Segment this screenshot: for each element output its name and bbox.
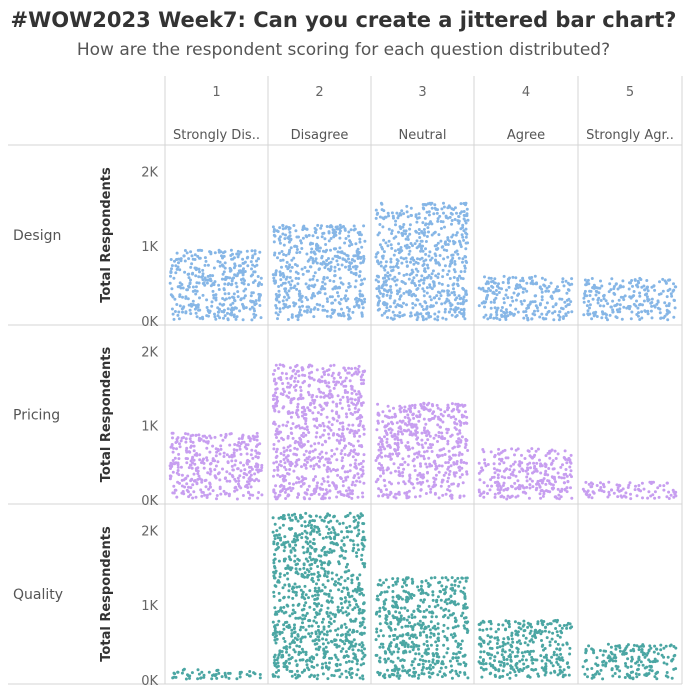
jitter-bar xyxy=(581,642,678,681)
jitter-bar xyxy=(582,276,678,322)
jitter-bar xyxy=(374,201,470,322)
y-axis-title: Total Respondents xyxy=(99,347,114,483)
y-tick-label: 2K xyxy=(141,524,158,539)
jitter-bar xyxy=(477,618,574,680)
y-tick-label: 2K xyxy=(141,345,158,360)
column-score-label: 2 xyxy=(315,85,323,100)
y-tick-label: 1K xyxy=(141,599,158,614)
jitter-bar xyxy=(477,447,574,501)
column-label: Strongly Dis.. xyxy=(173,128,260,143)
column-label: Neutral xyxy=(399,128,447,143)
y-tick-label: 0K xyxy=(141,494,158,509)
jitter-bar xyxy=(581,480,678,501)
column-label: Strongly Agr.. xyxy=(586,128,674,143)
y-axis-title: Total Respondents xyxy=(99,167,114,303)
jitter-bar xyxy=(271,511,367,681)
y-tick-label: 0K xyxy=(141,674,158,686)
column-label: Disagree xyxy=(291,128,349,143)
jitter-bar xyxy=(271,223,367,322)
column-score-label: 5 xyxy=(626,85,634,100)
jitter-bar xyxy=(374,576,470,680)
jitter-bar xyxy=(171,667,262,681)
column-score-label: 1 xyxy=(212,85,220,100)
y-tick-label: 0K xyxy=(141,315,158,330)
column-score-label: 3 xyxy=(418,85,426,100)
chart-subtitle: How are the respondent scoring for each … xyxy=(76,40,611,60)
row-label: Pricing xyxy=(13,408,60,424)
jitter-bar xyxy=(477,274,574,322)
y-tick-label: 2K xyxy=(141,165,158,180)
row-label: Design xyxy=(13,228,61,244)
jitter-bar xyxy=(168,248,264,322)
y-axis-title: Total Respondents xyxy=(99,526,114,662)
column-label: Agree xyxy=(507,128,545,143)
jitter-bar xyxy=(374,401,470,500)
jitter-bar xyxy=(168,431,264,501)
chart-title: #WOW2023 Week7: Can you create a jittere… xyxy=(10,8,677,32)
column-score-label: 4 xyxy=(522,85,530,100)
jitter-bar xyxy=(271,363,367,501)
y-tick-label: 1K xyxy=(141,240,158,255)
y-tick-label: 1K xyxy=(141,420,158,435)
row-label: Quality xyxy=(13,587,63,603)
